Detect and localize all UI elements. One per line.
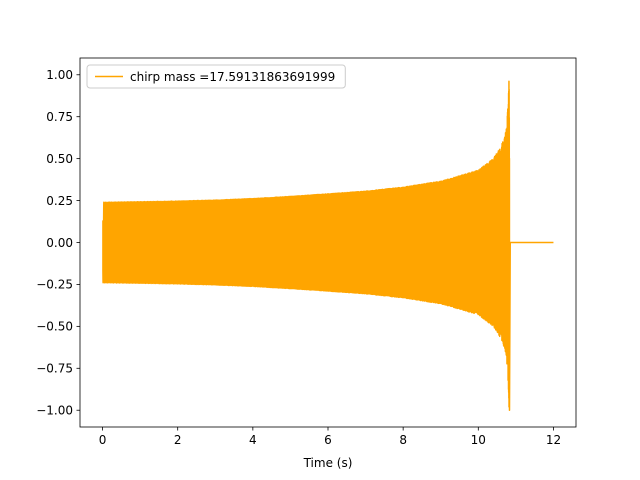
y-tick-label: −0.50	[36, 320, 73, 334]
y-tick-label: 0.75	[46, 110, 73, 124]
y-tick-label: −0.25	[36, 278, 73, 292]
y-tick-label: 0.00	[46, 236, 73, 250]
y-tick-label: −1.00	[36, 404, 73, 418]
y-tick-label: 0.25	[46, 194, 73, 208]
x-tick-label: 8	[399, 433, 407, 447]
x-tick-label: 0	[99, 433, 107, 447]
x-tick-label: 2	[174, 433, 182, 447]
x-tick-label: 12	[546, 433, 561, 447]
y-axis-ticks: −1.00 −0.75 −0.50 −0.25 0.00 0.25 0.50 0.75 1.00	[36, 68, 80, 418]
x-axis-ticks: 0 2 4 6 8 10 12	[99, 427, 561, 447]
legend: chirp mass =17.59131863691999	[86, 64, 346, 89]
legend-entry-label: chirp mass =17.59131863691999	[130, 70, 335, 84]
x-tick-label: 6	[324, 433, 332, 447]
plot-area	[102, 80, 554, 411]
legend-box	[86, 64, 346, 89]
x-tick-label: 10	[471, 433, 486, 447]
y-tick-label: −0.75	[36, 362, 73, 376]
y-tick-label: 1.00	[46, 68, 73, 82]
chirp-waveform-line	[102, 80, 554, 411]
x-axis-label: Time (s)	[303, 456, 353, 470]
y-tick-label: 0.50	[46, 152, 73, 166]
x-tick-label: 4	[249, 433, 257, 447]
